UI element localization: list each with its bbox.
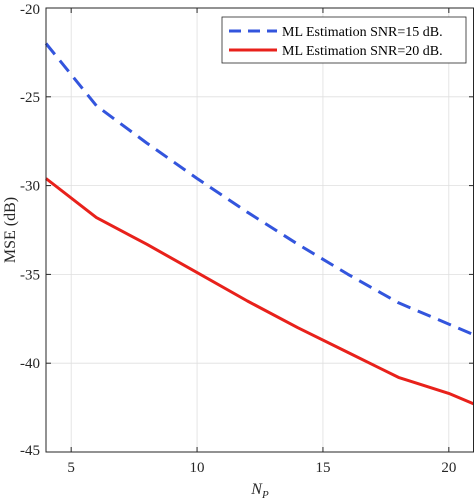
y-axis-label: MSE (dB) — [2, 197, 19, 263]
series-line-snr20 — [45, 177, 474, 406]
y-tick-label: -40 — [20, 356, 40, 372]
x-axis-label-subscript: P — [261, 489, 269, 499]
legend-box — [221, 16, 467, 64]
y-tick-label: -20 — [20, 2, 40, 18]
grid-layer — [46, 7, 474, 453]
legend: ML Estimation SNR=15 dB. ML Estimation S… — [221, 16, 467, 64]
x-tick-label: 10 — [190, 460, 205, 476]
y-tick-label: -45 — [20, 443, 40, 459]
x-axis-label-main: N — [250, 481, 263, 498]
x-tick-label: 20 — [441, 460, 456, 476]
series-layer — [44, 42, 474, 406]
legend-label-snr15: ML Estimation SNR=15 dB. — [282, 25, 443, 40]
x-axis-label: NP — [250, 481, 269, 499]
series-line-snr15 — [44, 42, 474, 337]
x-tick-label: 5 — [67, 460, 75, 476]
y-tick-label: -30 — [20, 179, 40, 195]
legend-label-snr20: ML Estimation SNR=20 dB. — [282, 44, 443, 59]
y-tick-label: -25 — [20, 90, 40, 106]
y-tick-label: -35 — [20, 267, 40, 283]
plot-frame — [45, 7, 474, 453]
x-tick-label: 15 — [315, 460, 330, 476]
tick-layer: 5 10 15 20 -20 -25 -30 -35 -40 -45 — [20, 2, 474, 476]
